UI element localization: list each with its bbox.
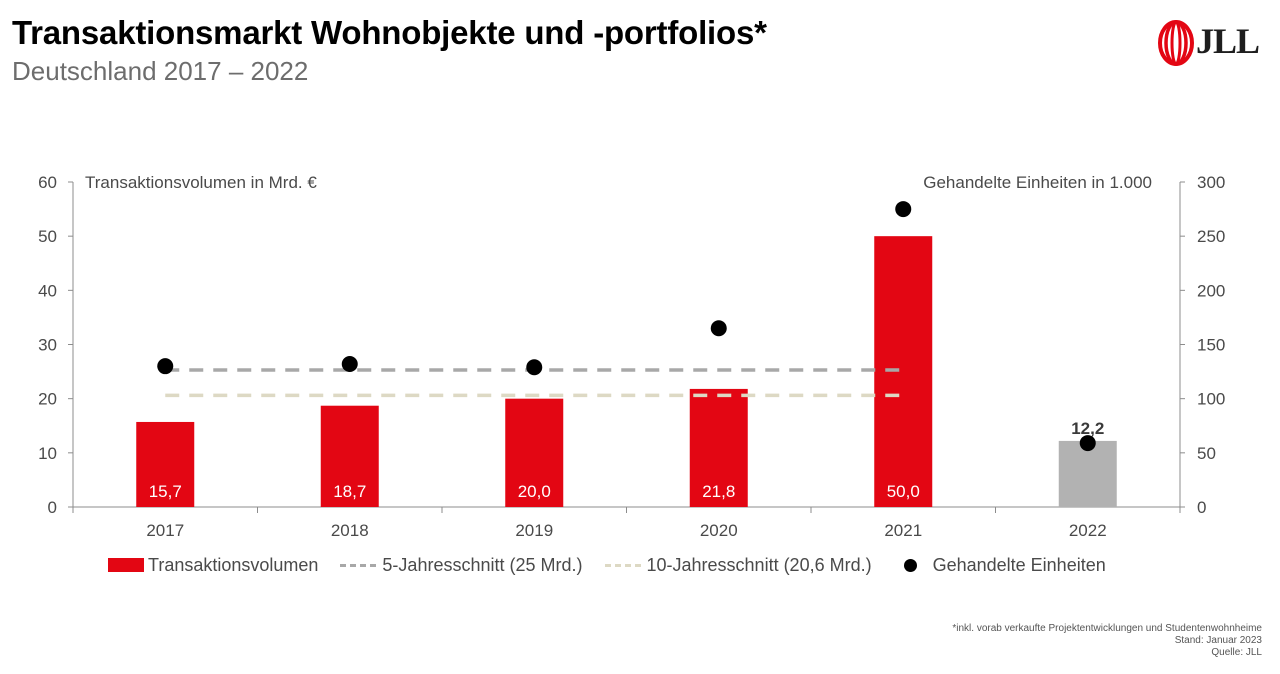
- bar: [320, 405, 379, 507]
- y-right-tick-label: 150: [1197, 336, 1225, 355]
- y-left-tick-label: 20: [38, 390, 57, 409]
- y-right-tick-label: 50: [1197, 444, 1216, 463]
- legend-label-avg5: 5-Jahresschnitt (25 Mrd.): [382, 554, 583, 575]
- legend-label-avg10: 10-Jahresschnitt (20,6 Mrd.): [646, 554, 872, 575]
- y-right-tick-label: 250: [1197, 227, 1225, 246]
- y-left-axis-title: Transaktionsvolumen in Mrd. €: [85, 173, 317, 192]
- y-right-tick-label: 300: [1197, 173, 1225, 192]
- y-right-tick-label: 0: [1197, 498, 1206, 517]
- units-point: [526, 359, 543, 376]
- chart-title: Transaktionsmarkt Wohnobjekte und -portf…: [12, 14, 767, 51]
- bar-value-label: 15,7: [149, 482, 182, 501]
- bar-value-label: 18,7: [333, 482, 366, 501]
- bar-value-label: 50,0: [887, 482, 920, 501]
- legend-item-avg10: 10-Jahresschnitt (20,6 Mrd.): [604, 554, 872, 576]
- x-tick-label: 2020: [700, 521, 738, 540]
- bar-value-label: 20,0: [518, 482, 551, 501]
- bar-value-label: 12,2: [1071, 419, 1104, 438]
- legend-swatch-avg5: [340, 563, 377, 567]
- bar-value-label: 21,8: [702, 482, 735, 501]
- units-point: [157, 358, 174, 375]
- x-tick-label: 2017: [146, 521, 184, 540]
- chart-subtitle: Deutschland 2017 – 2022: [12, 56, 309, 86]
- y-left-tick-label: 10: [38, 444, 57, 463]
- legend-swatch-units: [903, 558, 917, 572]
- x-tick-label: 2019: [515, 521, 553, 540]
- x-tick-label: 2021: [884, 521, 922, 540]
- units-point: [1079, 435, 1096, 452]
- y-right-tick-label: 100: [1197, 390, 1225, 409]
- jll-logo: JLL: [1156, 18, 1268, 70]
- y-right-axis-title: Gehandelte Einheiten in 1.000: [923, 173, 1152, 192]
- bar: [1058, 440, 1117, 507]
- jll-logo-mark: [1158, 20, 1194, 66]
- legend-swatch-volume: [108, 558, 144, 572]
- y-right-tick-label: 200: [1197, 281, 1225, 300]
- bar: [505, 398, 564, 507]
- footer-source: Quelle: JLL: [1211, 647, 1262, 658]
- y-left-tick-label: 0: [48, 498, 57, 517]
- x-tick-label: 2022: [1069, 521, 1107, 540]
- footer-note: *inkl. vorab verkaufte Projektentwicklun…: [952, 623, 1262, 634]
- logo-text: JLL: [1196, 21, 1260, 61]
- y-left-tick-label: 40: [38, 281, 57, 300]
- units-point: [710, 320, 727, 337]
- y-left-tick-label: 60: [38, 173, 57, 192]
- bar: [874, 236, 933, 507]
- x-tick-label: 2018: [331, 521, 369, 540]
- y-left-tick-label: 50: [38, 227, 57, 246]
- bar: [689, 388, 748, 507]
- legend-item-avg5: 5-Jahresschnitt (25 Mrd.): [340, 554, 583, 576]
- footer-date: Stand: Januar 2023: [1174, 635, 1262, 646]
- legend-label-units: Gehandelte Einheiten: [932, 554, 1106, 575]
- legend-swatch-avg10: [604, 563, 641, 567]
- y-left-tick-label: 30: [38, 336, 57, 355]
- bar: [136, 421, 195, 507]
- units-point: [341, 356, 358, 372]
- legend: Transaktionsvolumen 5-Jahresschnitt (25 …: [108, 552, 1128, 578]
- legend-item-units: Gehandelte Einheiten: [894, 555, 1106, 576]
- legend-item-volume: Transaktionsvolumen: [108, 555, 318, 576]
- footer: *inkl. vorab verkaufte Projektentwicklun…: [952, 623, 1262, 659]
- units-point: [895, 201, 912, 218]
- legend-label-volume: Transaktionsvolumen: [148, 554, 319, 575]
